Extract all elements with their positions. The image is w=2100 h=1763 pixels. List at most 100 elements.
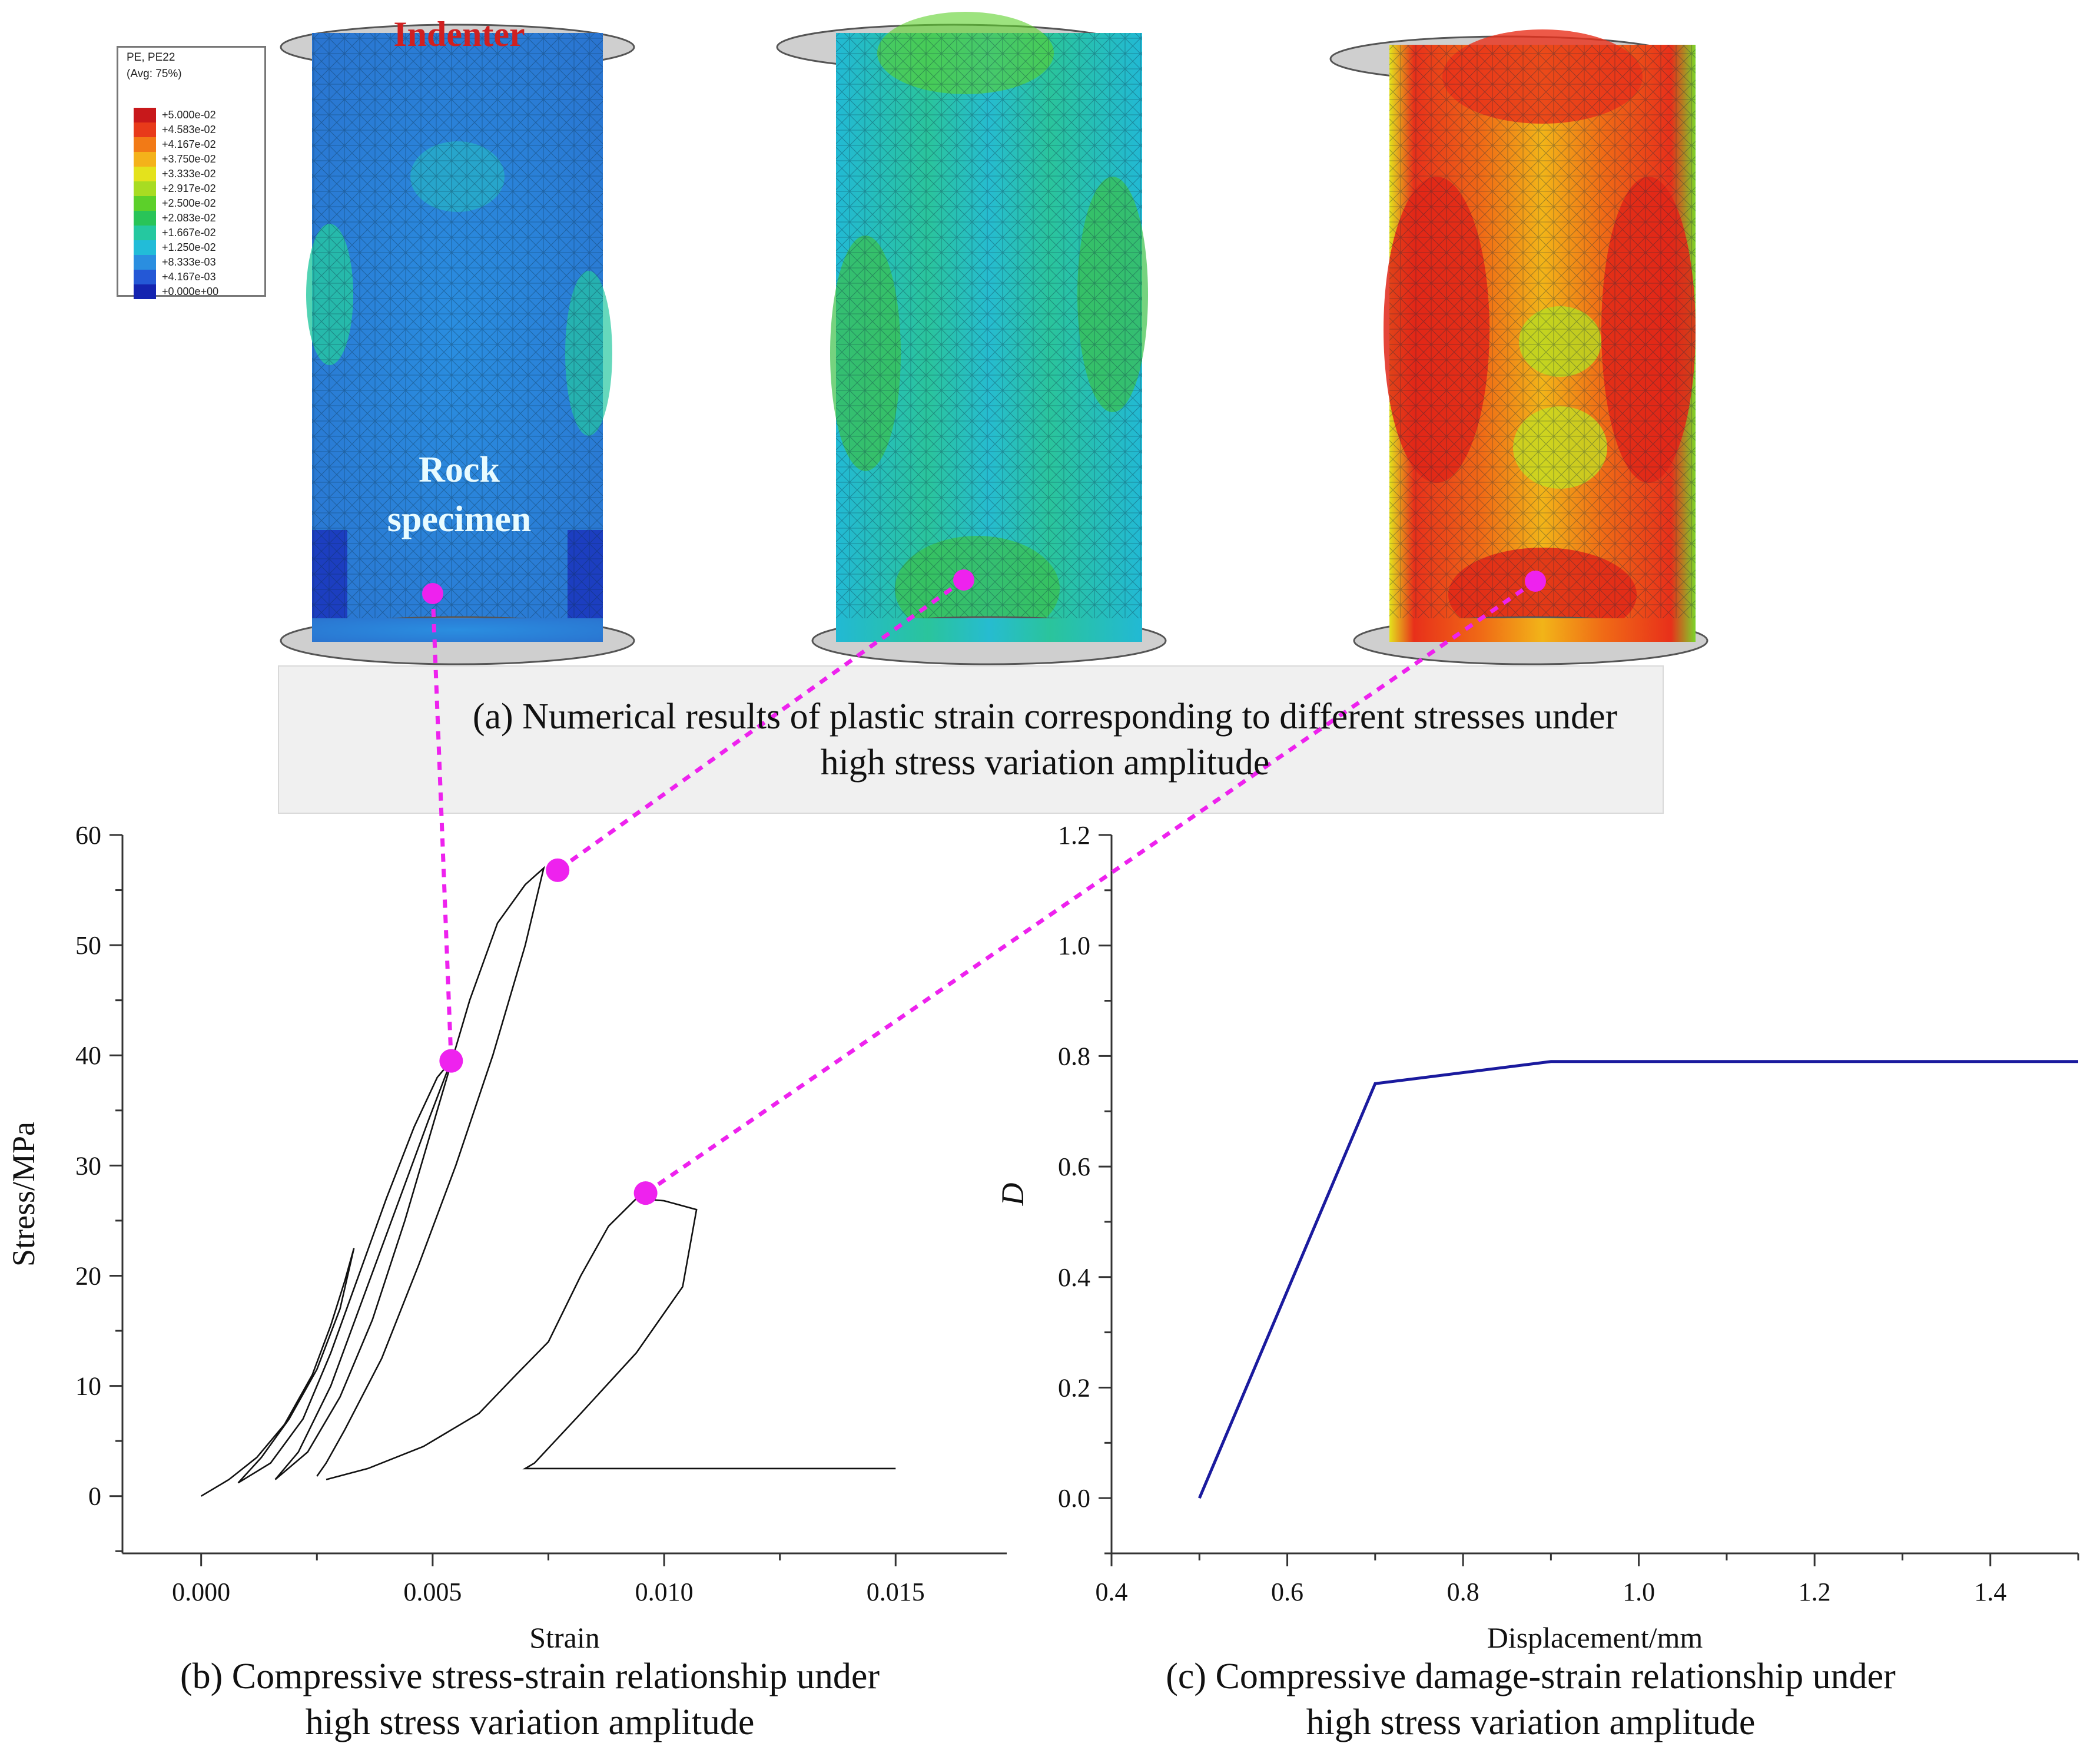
connector-line-3 xyxy=(644,579,1537,1195)
chart-b: 0.000 0.005 0.010 0.015 0 10 20 30 40 50 60 Strain S… xyxy=(6,821,1007,1654)
stress-strain-series-4 xyxy=(326,1198,896,1480)
chart-c-y-tick-label: 0.6 xyxy=(1058,1152,1090,1181)
connector-lines xyxy=(430,578,1537,1205)
legend-row: +2.917e-02 xyxy=(134,181,218,196)
legend-swatch xyxy=(134,255,156,270)
chart-c-x-tick-label: 1.0 xyxy=(1623,1578,1655,1606)
legend-subtitle: (Avg: 75%) xyxy=(127,68,182,80)
legend-label: +8.333e-03 xyxy=(162,256,216,268)
legend-rows: +5.000e-02 +4.583e-02 +4.167e-02 +3.750e-02… xyxy=(134,108,218,299)
color-legend: PE, PE22 (Avg: 75%) +5.000e-02 +4.583e-02… xyxy=(117,46,266,299)
caption-b-line2: high stress variation amplitude xyxy=(305,1702,755,1742)
caption-b-line1: (b) Compressive stress-strain relationsh… xyxy=(180,1656,880,1696)
legend-swatch xyxy=(134,226,156,240)
legend-row: +0.000e+00 xyxy=(134,284,218,299)
chart-b-y-tick-label: 40 xyxy=(75,1041,101,1070)
legend-swatch xyxy=(134,240,156,255)
legend-row: +1.250e-02 xyxy=(134,240,218,255)
specimen-2 xyxy=(776,12,1167,665)
chart-c-y-tick-label: 0.0 xyxy=(1058,1484,1090,1513)
chart-c-y-tick-label: 0.2 xyxy=(1058,1373,1090,1402)
caption-b: (b) Compressive stress-strain relationsh… xyxy=(118,1653,942,1745)
stress-strain-series-3 xyxy=(274,866,545,1480)
specimen-label-rock: Rock xyxy=(419,450,500,490)
chart-b-x-tick-label: 0.000 xyxy=(172,1578,230,1606)
chart-c-x-tick-label: 1.4 xyxy=(1974,1578,2006,1606)
indenter-label: Indenter xyxy=(393,15,525,54)
stress-strain-series-2 xyxy=(237,1060,452,1484)
caption-a-line1: (a) Numerical results of plastic strain … xyxy=(472,697,1618,737)
legend-label: +2.500e-02 xyxy=(162,197,216,209)
legend-swatch xyxy=(134,284,156,299)
legend-label: +5.000e-02 xyxy=(162,109,216,121)
chart-c-y-tick-label: 1.0 xyxy=(1058,932,1090,960)
chart-c-x-axis-label: Displacement/mm xyxy=(1487,1621,1703,1654)
legend-swatch xyxy=(134,108,156,122)
chart-b-y-tick-label: 10 xyxy=(75,1372,101,1401)
caption-a-line2: high stress variation amplitude xyxy=(820,743,1270,783)
marker-dot-b3 xyxy=(633,1181,658,1205)
legend-row: +4.583e-02 xyxy=(134,122,218,137)
chart-b-x-tick-label: 0.015 xyxy=(867,1578,925,1606)
caption-c-line2: high stress variation amplitude xyxy=(1306,1702,1756,1742)
legend-label: +4.167e-03 xyxy=(162,271,216,283)
chart-b-x-tick-label: 0.010 xyxy=(635,1578,694,1606)
chart-b-y-tick-label: 20 xyxy=(75,1261,101,1290)
connector-line-2 xyxy=(556,578,966,872)
legend-swatch xyxy=(134,181,156,196)
legend-label: +4.583e-02 xyxy=(162,124,216,135)
legend-label: +4.167e-02 xyxy=(162,138,216,150)
legend-swatch xyxy=(134,137,156,152)
legend-label: +1.250e-02 xyxy=(162,241,216,253)
legend-label: +2.083e-02 xyxy=(162,212,216,224)
legend-row: +4.167e-03 xyxy=(134,270,218,284)
chart-c-y-axis-label: D xyxy=(995,1183,1030,1207)
chart-c-y-tick-label: 1.2 xyxy=(1058,821,1090,850)
chart-b-y-tick-label: 30 xyxy=(75,1151,101,1180)
caption-box-a xyxy=(278,665,1664,814)
damage-series xyxy=(1197,1060,2078,1499)
specimen-label-specimen: specimen xyxy=(387,499,532,539)
chart-c-x-tick-label: 0.8 xyxy=(1447,1578,1479,1606)
legend-swatch xyxy=(134,122,156,137)
chart-c-y-tick-label: 0.4 xyxy=(1058,1263,1090,1292)
marker-dot-b1 xyxy=(439,1049,463,1073)
legend-label: +3.750e-02 xyxy=(162,153,216,165)
legend-label: +2.917e-02 xyxy=(162,183,216,194)
chart-b-y-tick-label: 60 xyxy=(75,821,101,850)
chart-b-x-axis-label: Strain xyxy=(529,1621,599,1654)
legend-swatch xyxy=(134,152,156,167)
caption-a: (a) Numerical results of plastic strain … xyxy=(235,694,1854,786)
legend-row: +4.167e-02 xyxy=(134,137,218,152)
chart-b-y-tick-label: 0 xyxy=(88,1482,101,1511)
legend-row: +2.500e-02 xyxy=(134,196,218,211)
caption-c: (c) Compressive damage-strain relationsh… xyxy=(1089,1653,1972,1745)
legend-swatch xyxy=(134,196,156,211)
legend-label: +3.333e-02 xyxy=(162,168,216,180)
legend-row: +2.083e-02 xyxy=(134,211,218,226)
legend-label: +0.000e+00 xyxy=(162,286,219,297)
chart-c-y-tick-label: 0.8 xyxy=(1058,1042,1090,1071)
connector-line-1 xyxy=(430,593,453,1061)
legend-row: +1.667e-02 xyxy=(134,226,218,240)
chart-b-y-axis-label: Stress/MPa xyxy=(6,1122,41,1267)
legend-row: +8.333e-03 xyxy=(134,255,218,270)
chart-b-x-tick-label: 0.005 xyxy=(403,1578,462,1606)
caption-c-line1: (c) Compressive damage-strain relationsh… xyxy=(1166,1656,1896,1696)
specimen-1 xyxy=(280,24,635,665)
chart-c-x-tick-label: 1.2 xyxy=(1799,1578,1831,1606)
legend-row: +3.750e-02 xyxy=(134,152,218,167)
legend-label: +1.667e-02 xyxy=(162,227,216,238)
legend-swatch xyxy=(134,270,156,284)
legend-row: +5.000e-02 xyxy=(134,108,218,122)
legend-title: PE, PE22 xyxy=(127,51,175,64)
specimen-3 xyxy=(1329,29,1708,665)
legend-swatch xyxy=(134,211,156,226)
legend-row: +3.333e-02 xyxy=(134,167,218,181)
legend-swatch xyxy=(134,167,156,181)
chart-b-y-tick-label: 50 xyxy=(75,931,101,960)
stress-strain-series-1 xyxy=(201,1248,355,1497)
chart-c-x-tick-label: 0.4 xyxy=(1096,1578,1128,1606)
